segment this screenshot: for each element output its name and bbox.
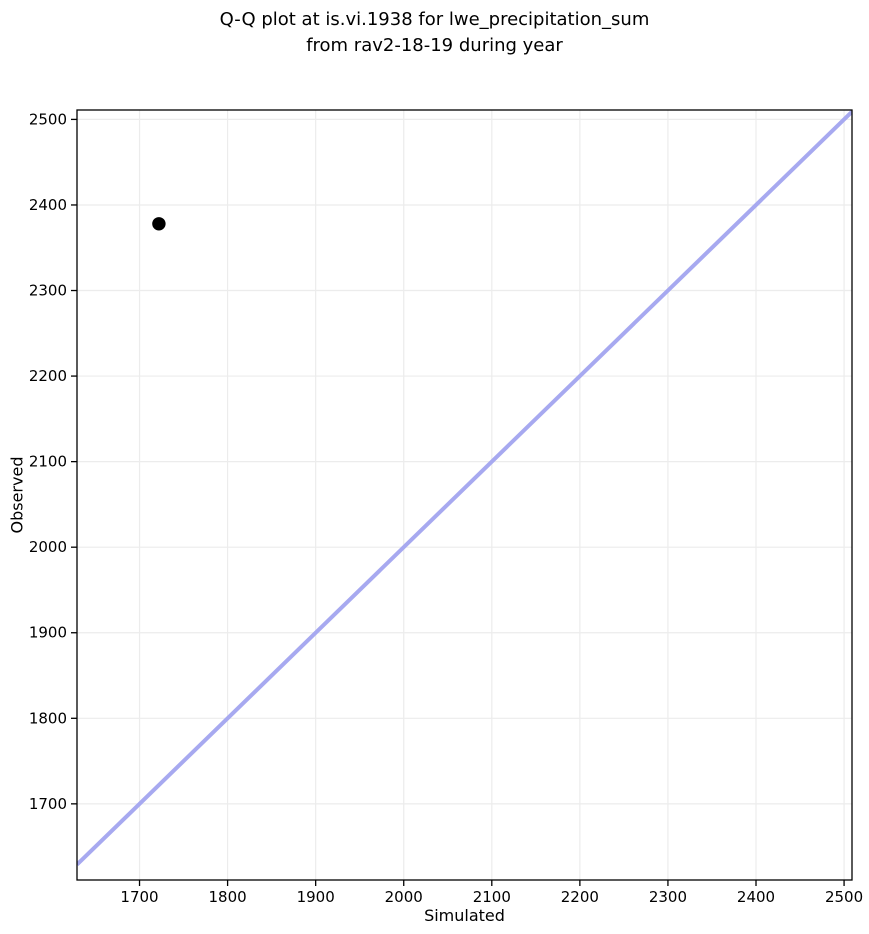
x-tick-label: 1700 <box>120 888 158 906</box>
x-tick-label: 1800 <box>209 888 247 906</box>
x-tick-label: 2300 <box>649 888 687 906</box>
x-tick-label: 2200 <box>561 888 599 906</box>
y-tick-label: 2400 <box>29 196 67 214</box>
y-tick-label: 2100 <box>29 453 67 471</box>
x-axis-label: Simulated <box>424 906 505 925</box>
y-tick-label: 2200 <box>29 367 67 385</box>
x-tick-label: 2000 <box>385 888 423 906</box>
x-tick-label: 1900 <box>297 888 335 906</box>
y-tick-label: 2500 <box>29 110 67 128</box>
data-layer <box>77 110 852 867</box>
x-tick-label: 2400 <box>737 888 775 906</box>
y-tick-label: 1700 <box>29 795 67 813</box>
y-tick-label: 2300 <box>29 282 67 300</box>
y-tick-label: 1900 <box>29 624 67 642</box>
chart-title-line2: from rav2-18-19 during year <box>306 35 563 56</box>
plot-border <box>76 109 853 881</box>
identity-reference-line <box>77 110 852 867</box>
x-tick-label: 2500 <box>825 888 863 906</box>
x-tick-label: 2100 <box>473 888 511 906</box>
y-tick-label: 1800 <box>29 709 67 727</box>
data-point <box>152 217 166 231</box>
chart-title: Q-Q plot at is.vi.1938 for lwe_precipita… <box>0 7 869 59</box>
chart-title-line1: Q-Q plot at is.vi.1938 for lwe_precipita… <box>219 9 650 30</box>
y-tick-label: 2000 <box>29 538 67 556</box>
